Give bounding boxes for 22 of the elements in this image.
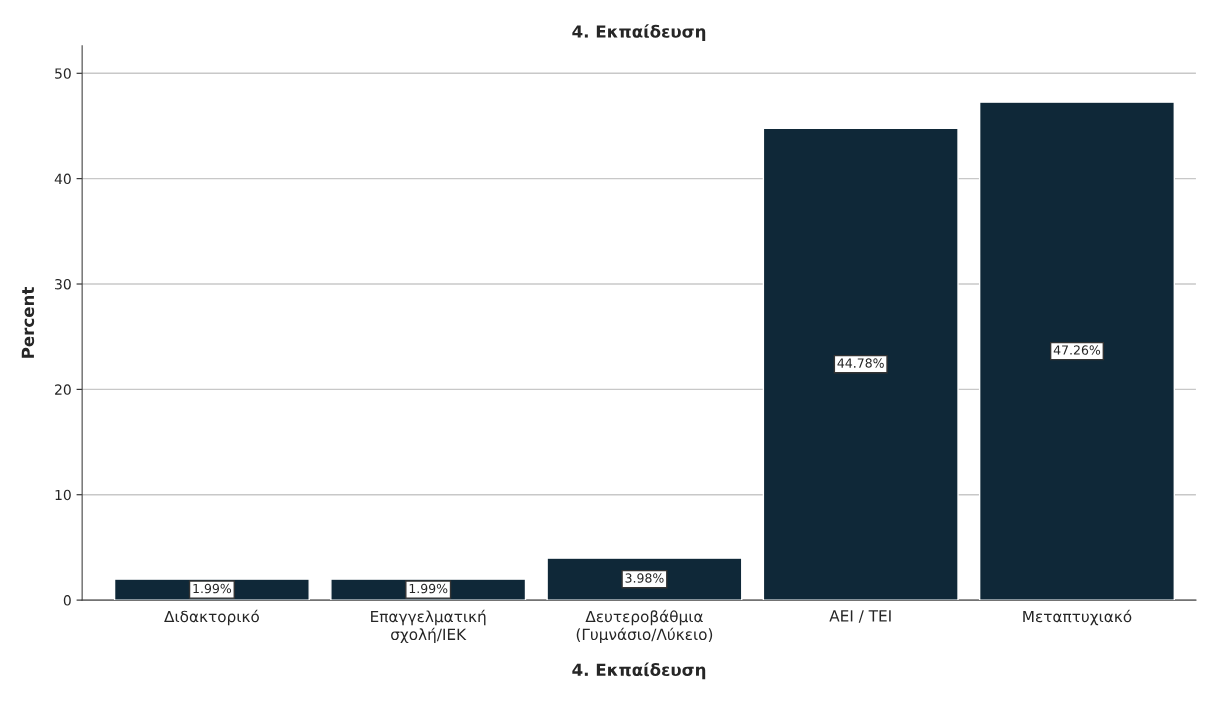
bar bbox=[762, 127, 959, 601]
y-tick-label: 30 bbox=[55, 278, 71, 290]
chart-title: 4. Εκπαίδευση bbox=[572, 24, 706, 42]
x-tick-label: Διδακτορικό bbox=[164, 609, 259, 626]
x-axis-title: 4. Εκπαίδευση bbox=[572, 662, 706, 680]
y-tick-label: 50 bbox=[55, 68, 71, 79]
data-label: 1.99% bbox=[409, 583, 448, 594]
data-label: 3.98% bbox=[625, 573, 664, 583]
data-label: 1.99% bbox=[193, 583, 232, 594]
x-tick-label: ΑΕΙ / ΤΕΙ bbox=[829, 610, 891, 623]
x-tick-label: Δευτεροβάθμια (Γυμνάσιο/Λύκειο) bbox=[576, 609, 713, 644]
data-label: 47.26% bbox=[1053, 345, 1101, 355]
y-tick-label: 40 bbox=[54, 173, 71, 185]
y-tick-label: 20 bbox=[55, 384, 71, 395]
data-label: 44.78% bbox=[837, 358, 884, 368]
y-tick-label: 10 bbox=[55, 489, 71, 501]
bar bbox=[978, 101, 1175, 601]
y-axis-title: Percent bbox=[21, 287, 35, 358]
bar bbox=[546, 557, 743, 601]
x-tick-label: Μεταπτυχιακό bbox=[1023, 609, 1132, 626]
y-tick-label: 0 bbox=[63, 595, 71, 606]
x-tick-label: Επαγγελματική σχολή/ΙΕΚ bbox=[371, 609, 486, 644]
